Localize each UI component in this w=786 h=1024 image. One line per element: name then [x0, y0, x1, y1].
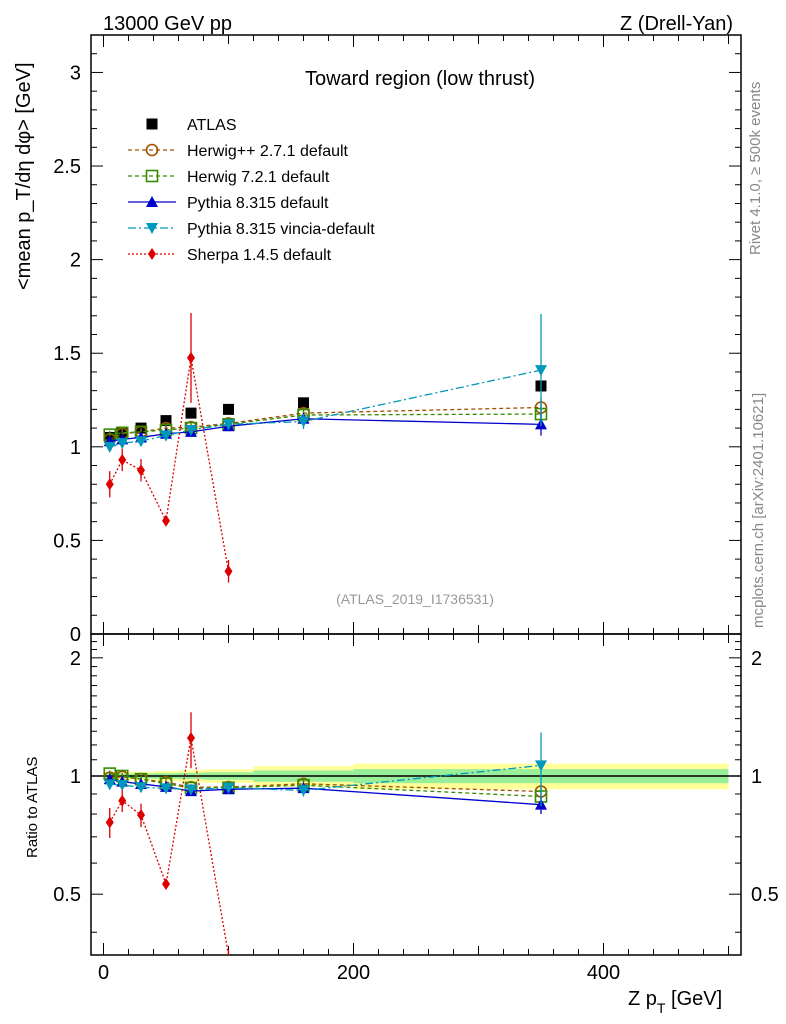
- point-atlas: [223, 403, 234, 415]
- point-sherpa-1-4-5-default: [162, 514, 170, 527]
- series-line-sherpa-1-4-5-default: [109, 357, 230, 572]
- point-atlas: [298, 397, 309, 409]
- legend-marker-herwig-2-7-1-default: [145, 143, 159, 157]
- series-line-herwig-2-7-1-default: [109, 406, 542, 440]
- ratio-point-sherpa-1-4-5-default: [187, 731, 195, 744]
- ratio-layer: [103, 712, 548, 956]
- ratio-tick-label-left: 0.5: [53, 884, 81, 906]
- ratio-line-herwig-7-2-1-default: [109, 772, 542, 798]
- main-panel-frame: 00.511.522.530.5 0.51 12 20 200 400: [53, 34, 779, 984]
- ratio-panel-border: [90, 633, 742, 956]
- point-sherpa-1-4-5-default: [187, 351, 195, 364]
- chart-title: Toward region (low thrust): [305, 68, 535, 90]
- point-pythia-8-315-vincia-default: [185, 424, 197, 436]
- legend-label-sherpa-1-4-5-default: Sherpa 1.4.5 default: [187, 247, 332, 264]
- ratio-point-pythia-8-315-vincia-default: [535, 760, 547, 772]
- point-sherpa-1-4-5-default: [137, 464, 145, 477]
- ratio-point-pythia-8-315-vincia-default: [103, 779, 116, 791]
- rivet-label: Rivet 4.1.0, ≥ 500k events: [747, 82, 764, 255]
- ratio-tick-label-right: 1: [751, 766, 762, 788]
- legend-marker-pythia-8-315-default: [146, 196, 158, 207]
- y-tick-label: 2.5: [53, 156, 81, 178]
- ratio-point-pythia-8-315-vincia-default: [160, 783, 172, 795]
- point-pythia-8-315-vincia-default: [222, 419, 235, 431]
- x-tick-label: 200: [337, 962, 370, 984]
- ratio-point-sherpa-1-4-5-default: [118, 794, 127, 807]
- legend-marker-sherpa-1-4-5-default: [148, 248, 156, 260]
- legend-label-herwig-7-2-1-default: Herwig 7.2.1 default: [187, 169, 330, 186]
- legend-label-pythia-8-315-vincia-default: Pythia 8.315 vincia-default: [187, 221, 375, 238]
- point-pythia-8-315-vincia-default: [135, 436, 147, 448]
- ratio-tick-label-right: 0.5: [751, 884, 779, 906]
- x-axis-label-main: Z p: [628, 988, 657, 1010]
- y-axis-label: <mean p_T/dη dφ> [GeV]: [13, 62, 35, 290]
- mcplots-label: mcplots.cern.ch [arXiv:2401.10621]: [750, 393, 767, 628]
- y-tick-label: 1: [70, 437, 81, 459]
- legend: ATLAS Herwig++ 2.7.1 default Herwig 7.2.1 …: [128, 117, 375, 264]
- legend-label-herwig-2-7-1-default: Herwig++ 2.7.1 default: [187, 143, 349, 160]
- ratio-point-pythia-8-315-vincia-default: [222, 782, 235, 794]
- y-tick-label: 2: [70, 250, 81, 272]
- legend-label-pythia-8-315-default: Pythia 8.315 default: [187, 195, 329, 212]
- x-tick-label: 0: [98, 962, 109, 984]
- point-pythia-8-315-vincia-default: [297, 416, 310, 428]
- ratio-tick-label-left: 2: [70, 648, 81, 670]
- header-right: Z (Drell-Yan): [620, 13, 733, 35]
- ratio-point-pythia-8-315-vincia-default: [135, 782, 147, 794]
- y-tick-label: 3: [70, 62, 81, 84]
- legend-marker-atlas: [146, 118, 158, 130]
- ratio-tick-label-right: 2: [751, 648, 762, 670]
- legend-label-atlas: ATLAS: [187, 117, 237, 134]
- point-pythia-8-315-vincia-default: [535, 365, 547, 377]
- ratio-tick-label-left: 1: [70, 766, 81, 788]
- header-left: 13000 GeV pp: [103, 13, 232, 35]
- ratio-point-pythia-8-315-vincia-default: [185, 784, 197, 796]
- series-line-herwig-7-2-1-default: [109, 413, 542, 436]
- point-sherpa-1-4-5-default: [105, 478, 114, 491]
- ratio-point-pythia-8-315-vincia-default: [116, 779, 129, 791]
- y-tick-label: 0.5: [53, 530, 81, 552]
- ratio-y-axis-label: Ratio to ATLAS: [24, 757, 41, 858]
- ratio-point-sherpa-1-4-5-default: [105, 816, 114, 829]
- ratio-point-sherpa-1-4-5-default: [162, 878, 170, 891]
- x-tick-label: 400: [587, 962, 620, 984]
- point-pythia-8-315-vincia-default: [103, 441, 116, 453]
- point-sherpa-1-4-5-default: [224, 565, 233, 578]
- legend-marker-herwig-7-2-1-default: [145, 169, 159, 183]
- x-axis-label-sub: T: [657, 1000, 666, 1016]
- point-sherpa-1-4-5-default: [118, 453, 127, 466]
- point-atlas: [160, 415, 172, 427]
- series-layer: [103, 312, 548, 583]
- point-atlas: [185, 407, 197, 419]
- ratio-line-sherpa-1-4-5-default: [109, 737, 230, 956]
- x-axis-label: Z pT [GeV]: [628, 988, 722, 1016]
- ratio-point-sherpa-1-4-5-default: [137, 809, 145, 822]
- ratio-line-herwig-2-7-1-default: [109, 776, 542, 793]
- y-tick-label: 1.5: [53, 343, 81, 365]
- ratio-point-pythia-8-315-vincia-default: [297, 785, 310, 797]
- point-pythia-8-315-vincia-default: [116, 438, 129, 450]
- ratio-line-pythia-8-315-vincia-default: [109, 764, 542, 792]
- y-tick-label: 0: [70, 624, 81, 646]
- analysis-id: (ATLAS_2019_I1736531): [336, 591, 494, 607]
- legend-marker-pythia-8-315-vincia-default: [146, 223, 158, 234]
- x-axis-label-unit: [GeV]: [665, 988, 722, 1010]
- point-pythia-8-315-vincia-default: [160, 430, 172, 442]
- series-line-pythia-8-315-vincia-default: [109, 369, 542, 448]
